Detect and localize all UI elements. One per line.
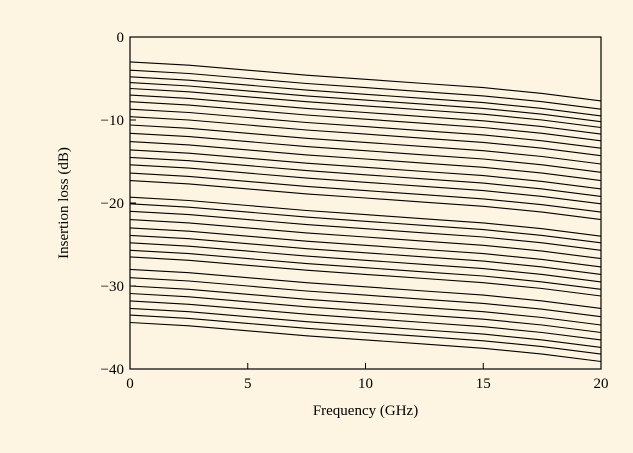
series-line-12	[129, 141, 602, 182]
series-line-15	[129, 164, 602, 205]
series-line-34	[129, 321, 602, 363]
series-line-5	[129, 87, 602, 129]
series-line-33	[129, 314, 602, 355]
series-line-24	[129, 242, 602, 283]
x-tick-label: 0	[126, 376, 134, 392]
y-tick-label: −20	[101, 196, 124, 212]
series-line-21	[129, 219, 602, 260]
series-line-25	[129, 249, 602, 290]
series-line-28	[129, 277, 602, 318]
series-layer	[129, 61, 602, 363]
series-line-30	[129, 292, 602, 334]
y-tick-label: −30	[101, 279, 124, 295]
y-tick-label: 0	[117, 30, 125, 46]
x-tick-label: 20	[594, 376, 609, 392]
y-tick-label: −10	[101, 113, 124, 129]
series-line-6	[129, 94, 602, 135]
series-line-16	[129, 172, 602, 213]
y-axis-label: Insertion loss (dB)	[56, 147, 72, 259]
series-line-4	[129, 82, 602, 123]
x-tick-label: 10	[358, 376, 373, 392]
series-line-2	[129, 69, 602, 110]
y-tick-label: −40	[101, 362, 124, 378]
series-line-13	[129, 149, 602, 190]
series-line-20	[129, 210, 602, 251]
series-line-23	[129, 234, 602, 275]
series-line-14	[129, 156, 602, 197]
series-line-11	[129, 132, 602, 173]
x-axis-label: Frequency (GHz)	[313, 403, 418, 419]
series-line-7	[129, 101, 602, 142]
series-line-9	[129, 116, 602, 157]
series-line-8	[129, 108, 602, 149]
series-line-18	[129, 196, 602, 237]
series-line-3	[129, 76, 602, 117]
series-line-26	[129, 256, 602, 297]
series-line-1	[129, 61, 602, 102]
series-line-10	[129, 124, 602, 165]
series-line-29	[129, 285, 602, 326]
x-tick-label: 15	[476, 376, 491, 392]
series-line-27	[129, 268, 602, 309]
series-line-22	[129, 227, 602, 268]
x-tick-label: 5	[244, 376, 252, 392]
series-line-19	[129, 203, 602, 244]
series-line-31	[129, 300, 602, 341]
series-line-17	[129, 180, 602, 221]
ticks-layer: 0 5 10 15 20 0 −10 −20 −30 −40	[101, 30, 609, 392]
series-line-32	[129, 307, 602, 348]
